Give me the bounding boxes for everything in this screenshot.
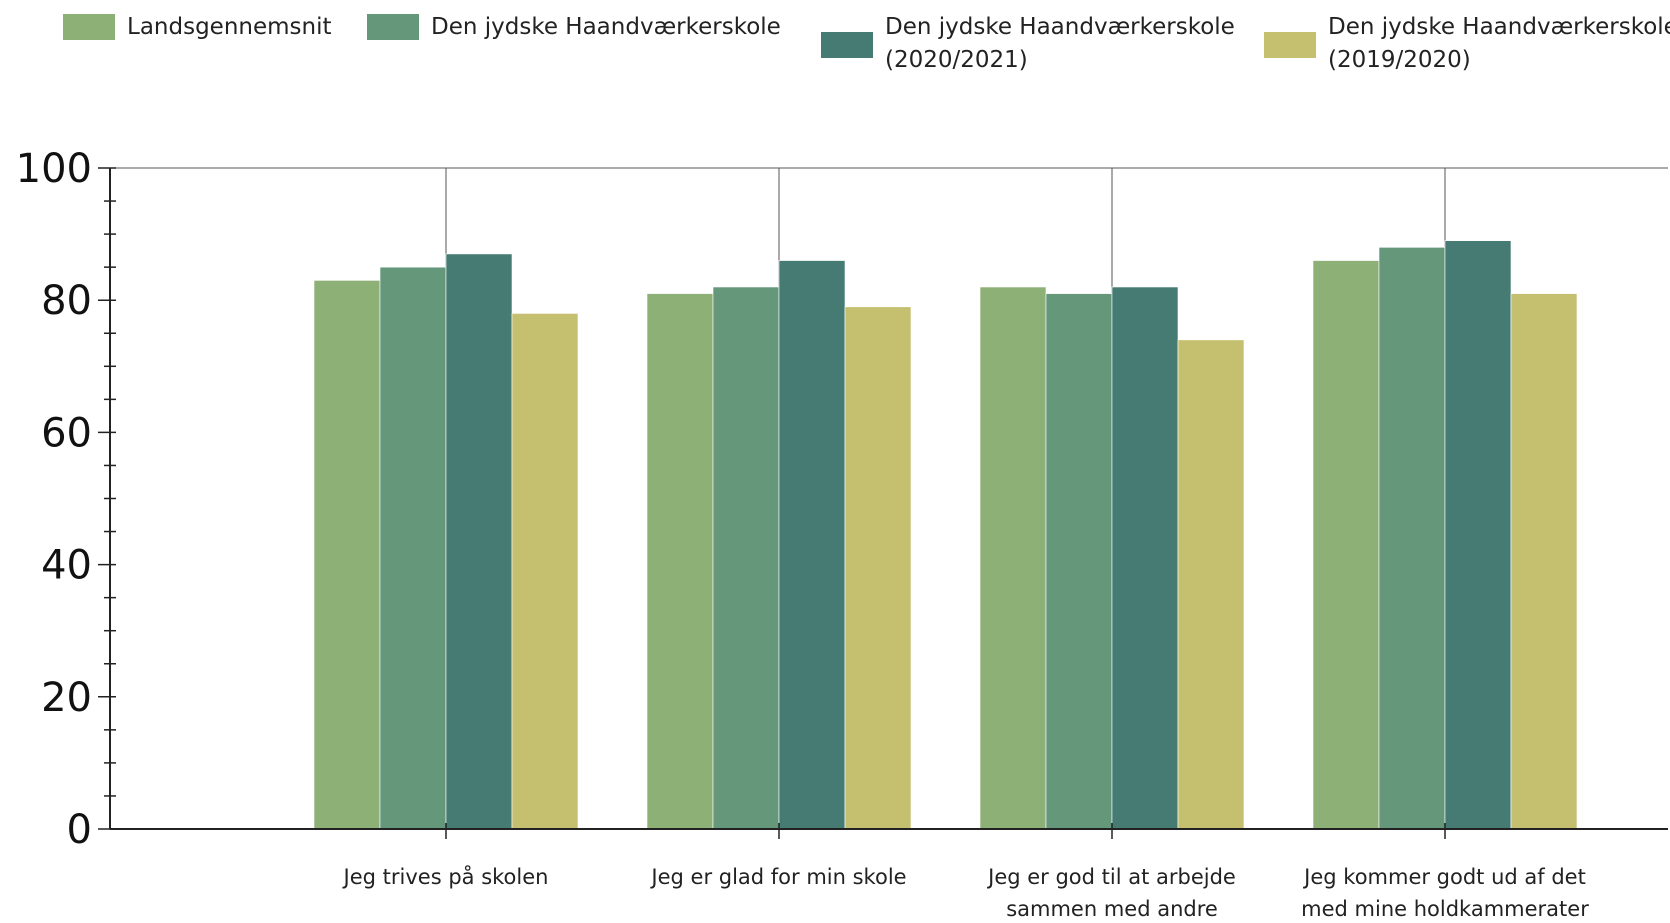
bar-series-1-cat-1 xyxy=(313,280,381,830)
y-tick-label-100: 100 xyxy=(16,146,92,192)
x-tick-label-2: Jeg er glad for min skole xyxy=(649,865,906,889)
x-tick-label-3: Jeg er god til at arbejde sammen med andr… xyxy=(986,865,1236,921)
y-tick-label-0: 0 xyxy=(67,807,92,853)
bar-series-2-cat-2 xyxy=(712,286,780,830)
bar-series-3-cat-3 xyxy=(1111,286,1179,830)
legend-item-2: Den jydske Haandværkerskole xyxy=(367,14,781,40)
bars xyxy=(313,240,1578,830)
legend-swatch-2 xyxy=(367,14,419,40)
bar-series-1-cat-4 xyxy=(1312,260,1380,830)
bar-series-4-cat-2 xyxy=(844,306,912,830)
legend-label-1: Landsgennemsnit xyxy=(127,14,332,40)
legend: Landsgennemsnit Den jydske Haandværkersko… xyxy=(63,14,1670,73)
bar-series-4-cat-4 xyxy=(1510,293,1578,830)
y-axis-ticks: 0 20 40 60 80 100 xyxy=(16,146,116,853)
bar-series-1-cat-2 xyxy=(646,293,714,830)
x-tick-label-1: Jeg trives på skolen xyxy=(342,864,549,889)
bar-series-2-cat-4 xyxy=(1378,247,1446,830)
legend-item-4: Den jydske Haandværkerskole (2019/2020) xyxy=(1264,14,1670,73)
bar-series-4-cat-3 xyxy=(1177,339,1245,830)
x-axis-ticks: Jeg trives på skolen Jeg er glad for min … xyxy=(342,823,1589,921)
plot-area: 0 20 40 60 80 100 Jeg trives på skolen Jeg er … xyxy=(16,146,1668,921)
legend-label-3: Den jydske Haandværkerskole (2020/2021) xyxy=(885,14,1235,73)
bar-series-3-cat-1 xyxy=(445,253,513,830)
bar-series-2-cat-1 xyxy=(379,266,447,830)
legend-item-3: Den jydske Haandværkerskole (2020/2021) xyxy=(821,14,1235,73)
bar-series-3-cat-4 xyxy=(1444,240,1512,830)
bar-series-1-cat-3 xyxy=(979,286,1047,830)
bar-series-2-cat-3 xyxy=(1045,293,1113,830)
y-tick-label-20: 20 xyxy=(41,675,92,721)
legend-label-2: Den jydske Haandværkerskole xyxy=(431,14,781,40)
legend-label-4: Den jydske Haandværkerskole (2019/2020) xyxy=(1328,14,1670,73)
y-tick-label-80: 80 xyxy=(41,278,92,324)
y-tick-label-40: 40 xyxy=(41,543,92,589)
legend-item-1: Landsgennemsnit xyxy=(63,14,332,40)
x-tick-label-4: Jeg kommer godt ud af det med mine holdka… xyxy=(1301,865,1589,921)
gridlines xyxy=(445,168,1446,829)
y-tick-label-60: 60 xyxy=(41,410,92,456)
legend-swatch-1 xyxy=(63,14,115,40)
legend-swatch-3 xyxy=(821,32,873,58)
bar-series-3-cat-2 xyxy=(778,260,846,830)
legend-swatch-4 xyxy=(1264,32,1316,58)
bar-series-4-cat-1 xyxy=(511,313,579,830)
